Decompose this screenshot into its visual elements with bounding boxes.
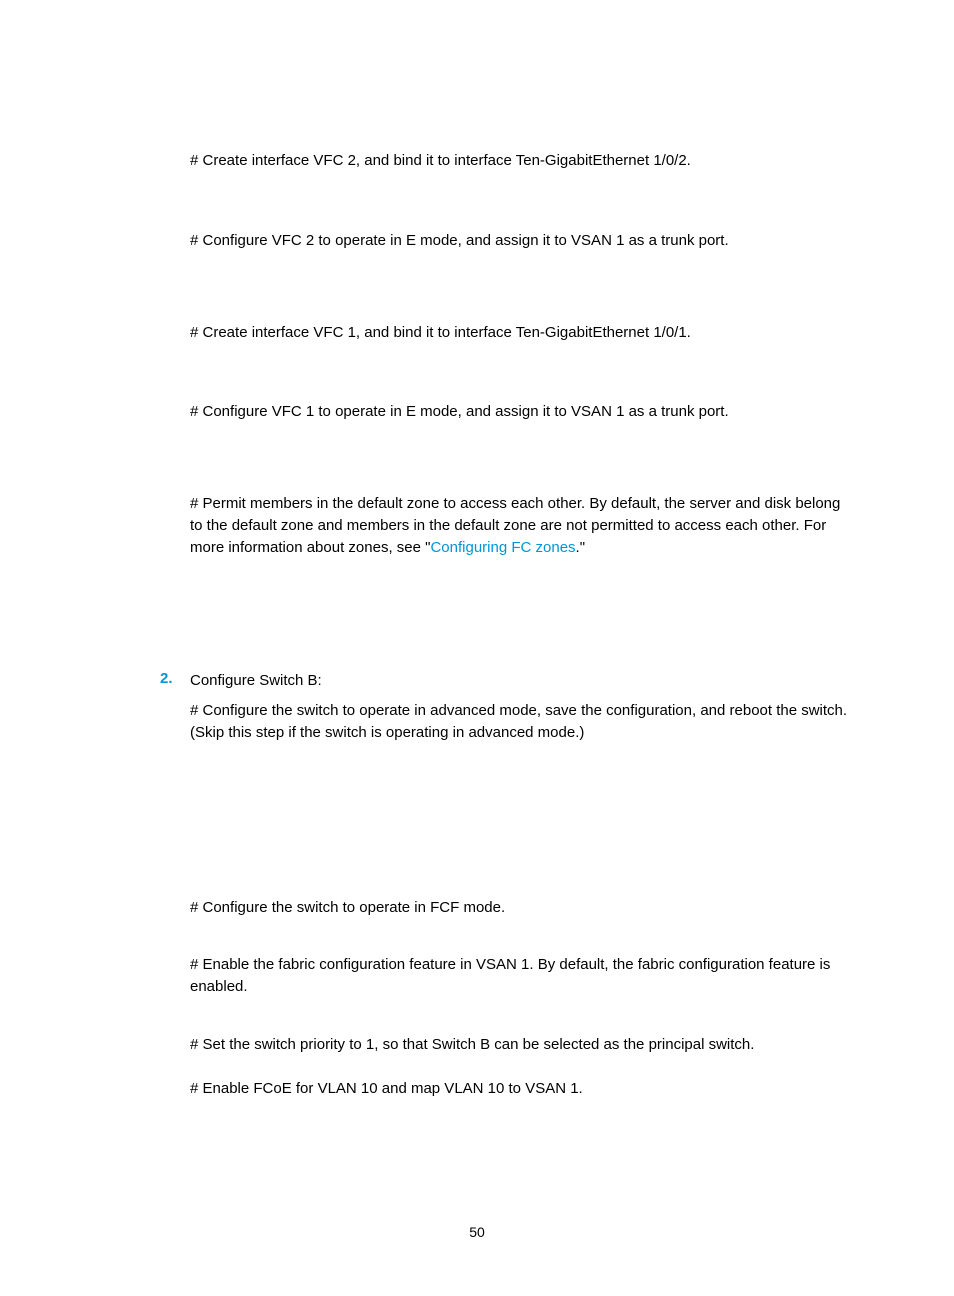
body-text: # Enable the fabric configuration featur…	[190, 954, 854, 998]
body-text: # Enable FCoE for VLAN 10 and map VLAN 1…	[190, 1078, 854, 1100]
body-text: # Configure VFC 1 to operate in E mode, …	[190, 401, 854, 423]
list-item-title: Configure Switch B:	[190, 670, 854, 692]
body-text: # Create interface VFC 2, and bind it to…	[190, 150, 854, 172]
page: # Create interface VFC 2, and bind it to…	[0, 0, 954, 1296]
body-text-span: ."	[576, 539, 586, 556]
list-item: 2. Configure Switch B: # Configure the s…	[190, 670, 854, 1099]
list-number: 2.	[160, 670, 173, 687]
link-configuring-fc-zones[interactable]: Configuring FC zones	[430, 539, 575, 556]
body-text: # Create interface VFC 1, and bind it to…	[190, 322, 854, 344]
body-text: # Configure the switch to operate in adv…	[190, 700, 854, 744]
body-text: # Set the switch priority to 1, so that …	[190, 1034, 854, 1056]
body-text: # Configure VFC 2 to operate in E mode, …	[190, 230, 854, 252]
body-text: # Configure the switch to operate in FCF…	[190, 897, 854, 919]
body-text: # Permit members in the default zone to …	[190, 493, 854, 558]
page-number: 50	[0, 1224, 954, 1240]
